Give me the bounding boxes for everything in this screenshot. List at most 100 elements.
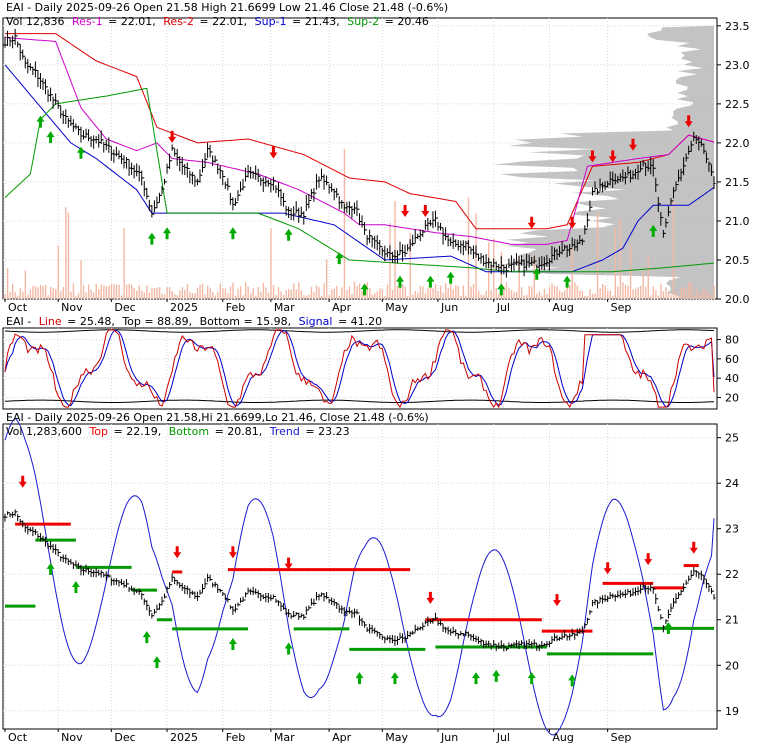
volume-bar [683,287,685,299]
sell-arrow [284,557,293,570]
volume-bar [470,286,472,299]
trend-volume-label: Vol 1,283,600 [6,425,82,438]
price-y-tick-label: 22.0 [725,137,750,150]
volume-bar [477,290,480,299]
volume-bar [176,295,178,299]
volume-bar [657,295,660,299]
volume-bar [488,242,490,299]
volume-bar [650,295,652,299]
stoch-bottom-label: Bottom = 15.98, [200,315,292,328]
trend-bottom-value: = 20.81, [215,425,263,438]
buy-arrow [355,672,364,685]
x-lower-label: Mar [274,731,295,744]
volume-bar [404,286,406,299]
buy-arrow [390,672,399,685]
volume-bar [70,291,72,299]
volume-bar [22,291,24,299]
volume-bar [224,288,227,299]
res1-label: Res-1 [72,15,103,28]
stoch-y-tick-label: 80 [725,334,739,347]
volume-bar [331,289,333,299]
volume-bar [614,227,617,299]
buy-arrow [46,131,55,144]
trend-y-tick-label: 25 [725,432,739,445]
volume-bar [660,283,662,299]
volume-bar [584,295,586,299]
volume-bar [318,287,320,299]
volume-bar [376,291,379,299]
volume-bar [343,149,346,299]
stoch-line [4,329,715,409]
volume-bar [581,290,584,299]
volume-bar [184,289,186,299]
res1-value: = 22.01, [108,15,156,28]
buy-arrow [46,562,55,575]
trend-y-tick-label: 22 [725,568,739,581]
volume-bar [391,289,394,299]
price-bars [3,28,716,278]
x-lower-label: Aug [552,731,573,744]
volume-bar [93,292,95,299]
volume-bar [690,282,693,299]
buy-arrow [446,271,455,284]
volume-bar [482,294,485,299]
volume-bar [103,285,105,299]
volume-bar [384,295,386,299]
sell-arrow [426,591,435,604]
stoch-top-band [4,329,715,333]
volume-bar [569,284,571,299]
volume-bar [427,288,429,299]
volume-bar [204,294,206,299]
stoch-y-tick-label: 60 [725,353,739,366]
volume-bar [34,286,37,299]
volume-bar [262,282,265,299]
volume-bar [82,285,85,299]
x-lower-label: Dec [114,731,135,744]
stoch-line-label: Line [39,315,62,328]
volume-bar [710,295,713,299]
trend-grid [3,424,717,729]
buy-arrow [228,227,237,240]
x-upper-label: Aug [552,301,573,314]
sell-arrow [588,150,597,163]
volume-bar [313,292,315,299]
price-y-tick-label: 21.5 [725,176,750,189]
x-upper-label: Mar [274,301,295,314]
volume-bar [201,283,204,299]
volume-bar [586,295,589,299]
volume-bar [62,287,65,299]
buy-arrow [649,224,658,237]
buy-arrow [284,228,293,241]
volume-bar [422,286,424,299]
volume-bar [42,286,44,299]
volume-bar [612,295,614,299]
buy-arrow [396,275,405,288]
x-upper-label: Apr [332,301,352,314]
volume-bar [639,285,642,299]
price-y-tick-label: 20.0 [725,293,750,306]
volume-bar [325,259,328,299]
volume-bar [379,288,381,299]
volume-bar [389,223,391,299]
volume-bar [536,293,538,299]
volume-bar [642,270,644,299]
volume-bar [465,295,467,299]
volume-bar [381,289,384,299]
volume-bar [24,270,27,299]
volume-bar [14,292,16,299]
price-panel-legend: Vol 12,836 Res-1 = 22.01, Res-2 = 22.01,… [6,15,429,28]
x-upper-label: Jul [496,301,510,314]
volume-bar [599,288,601,299]
buy-arrow [471,672,480,685]
volume-bar [414,290,417,299]
x-upper-label: Jun [440,301,458,314]
x-upper-label: Sep [611,301,632,314]
trend-top-label: Top [88,425,108,438]
volume-bar [672,201,675,299]
volume-bar [515,291,518,299]
stoch-y-tick-label: 20 [725,391,739,404]
volume-bar [293,283,295,299]
sell-arrow [644,553,653,566]
trend-y-tick-label: 24 [725,477,739,490]
